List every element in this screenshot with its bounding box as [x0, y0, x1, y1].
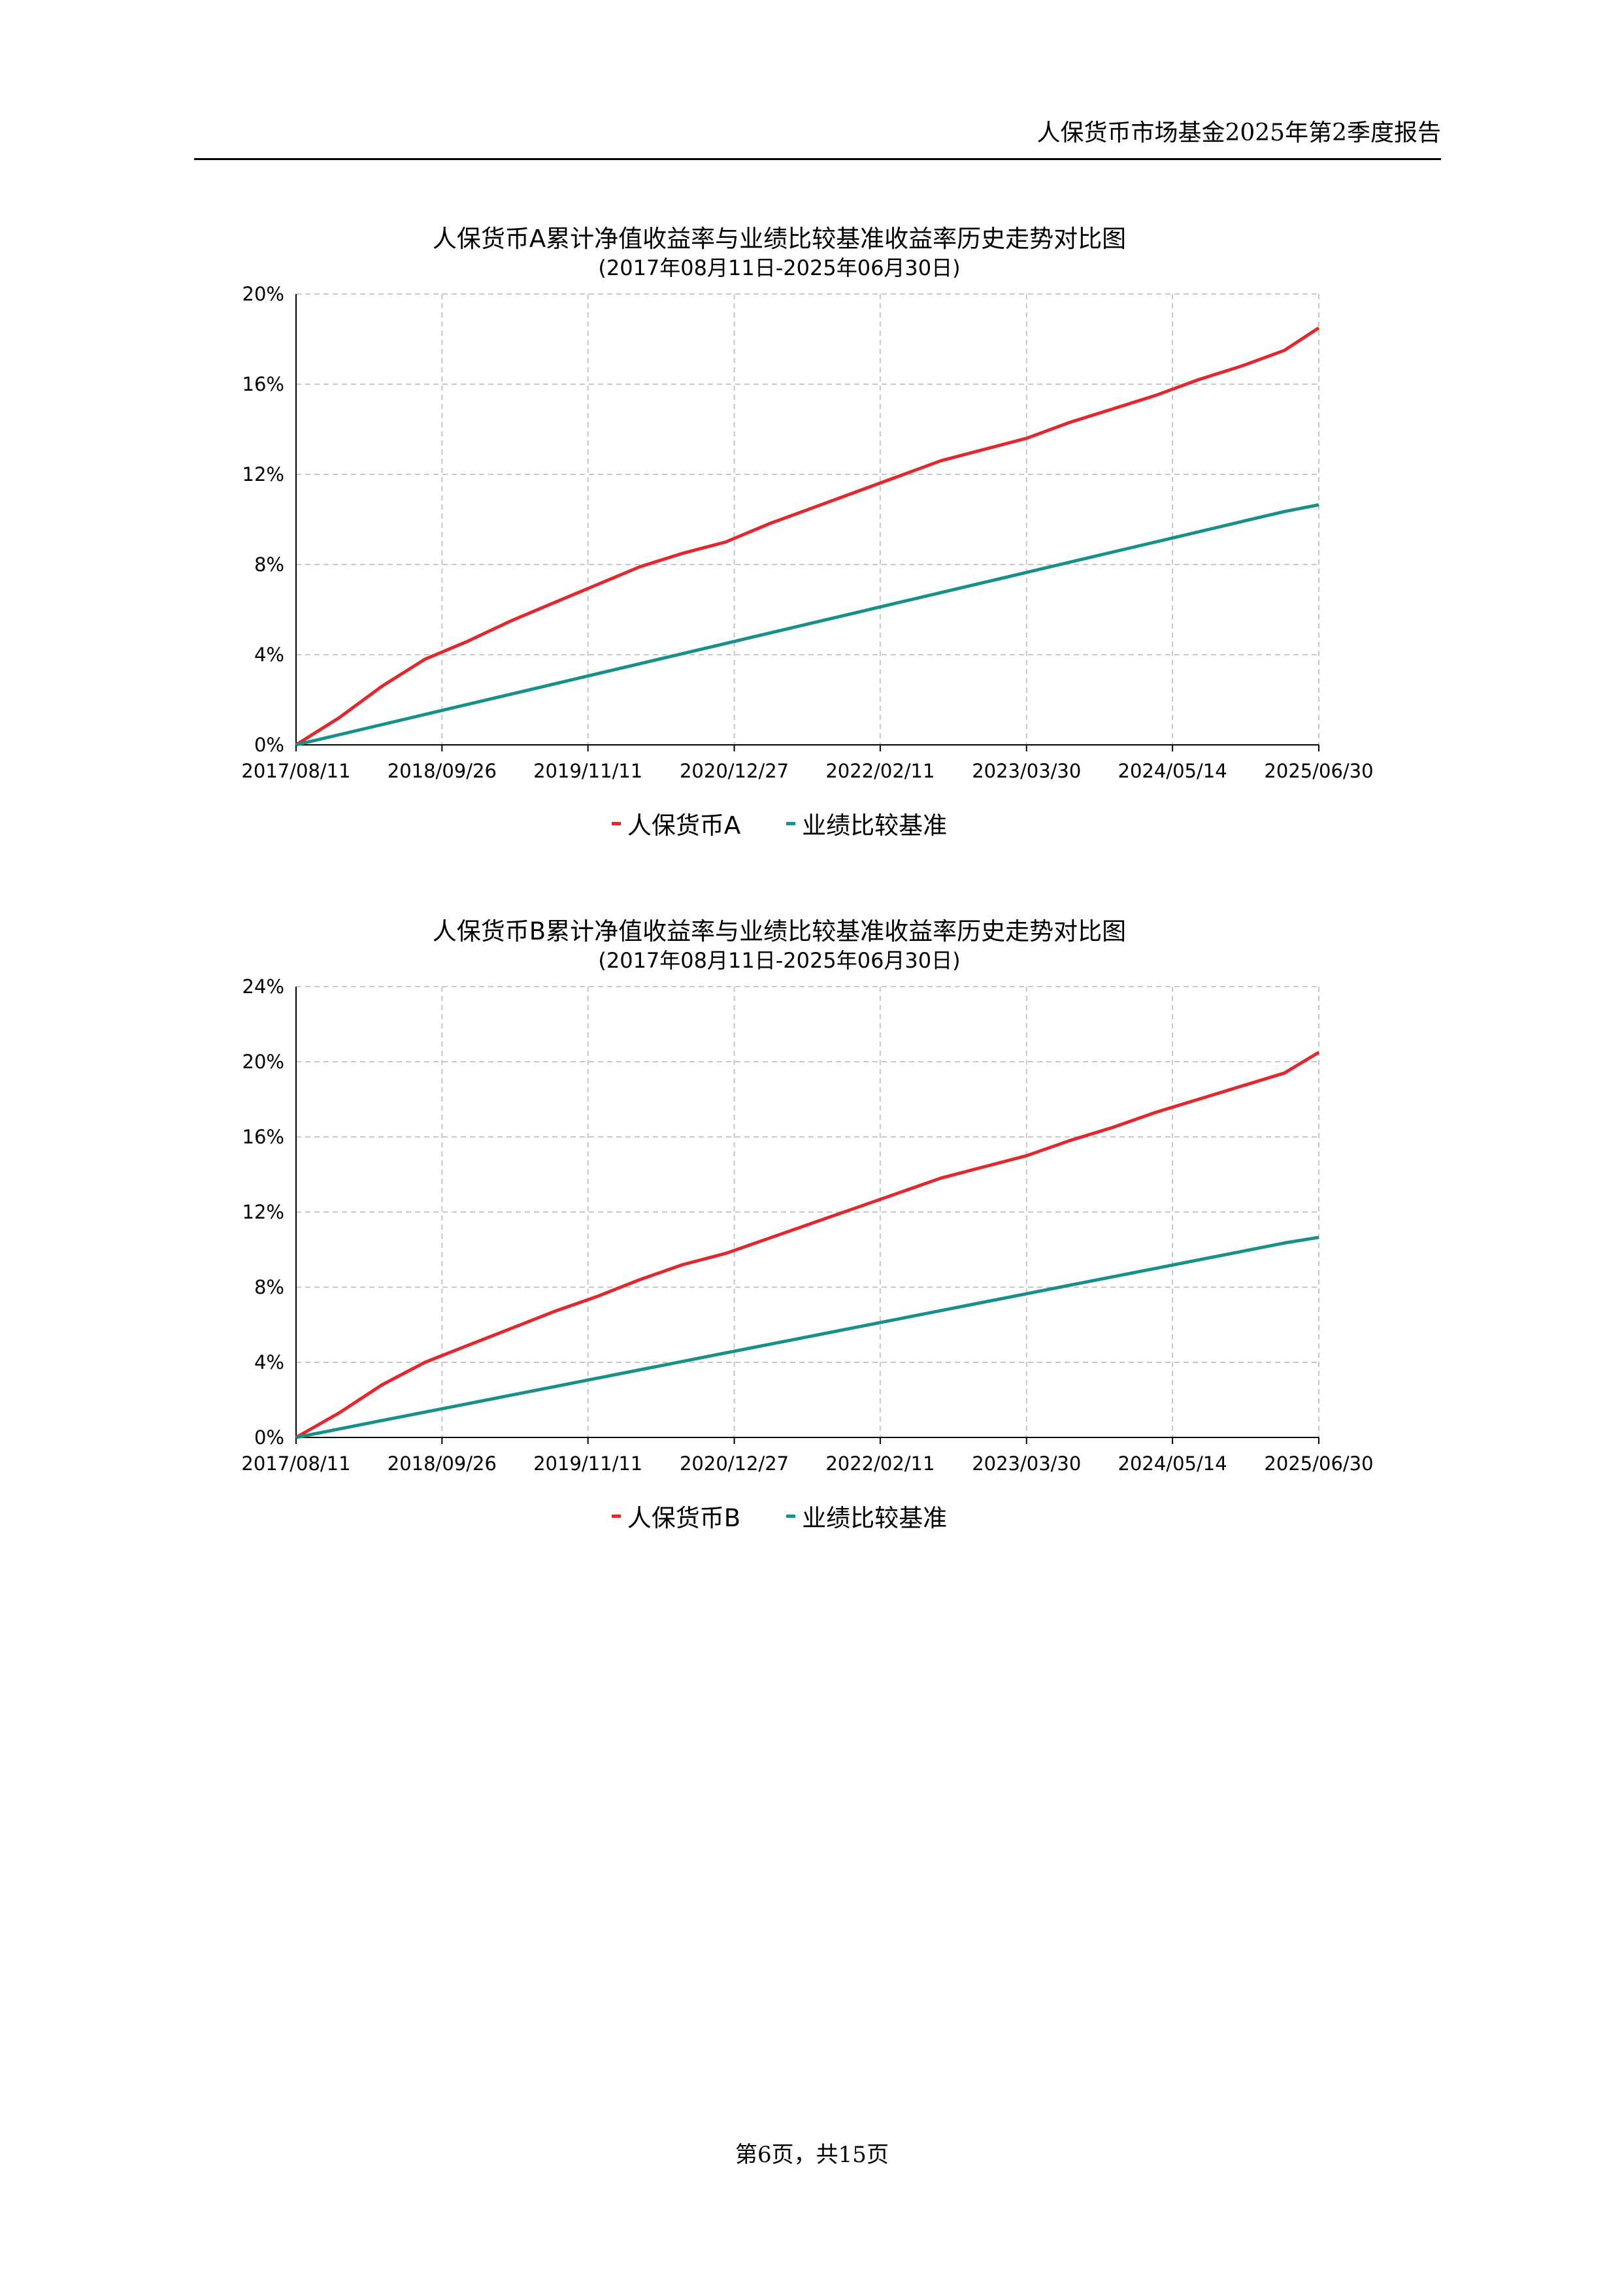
chart-a-plot: 0% 4% 8% 12% 16% 20% 2017/08/11 2018/09/26 2019/…: [241, 283, 1373, 782]
fund-return-line: [295, 326, 1320, 747]
legend-item-benchmark: 业绩比较基准: [786, 1498, 947, 1533]
y-tick-label: 24%: [242, 976, 284, 998]
chart-subtitle: (2017年08月11日-2025年06月30日): [598, 948, 961, 973]
x-tick-label: 2025/06/30: [1264, 760, 1373, 782]
x-tick-label: 2020/12/27: [680, 1452, 789, 1475]
chart-legend: 人保货币A 业绩比较基准: [222, 807, 1336, 840]
y-tick-label: 8%: [254, 1276, 284, 1298]
chart-a: 人保货币A累计净值收益率与业绩比较基准收益率历史走势对比图 (2017年08月1…: [222, 219, 1399, 859]
y-tick-label: 16%: [242, 373, 284, 395]
x-tick-label: 2024/05/14: [1118, 760, 1227, 782]
x-tick-label: 2023/03/30: [972, 1452, 1081, 1475]
y-tick-label: 12%: [242, 1201, 284, 1223]
chart-subtitle: (2017年08月11日-2025年06月30日): [598, 255, 961, 280]
legend-item-fund: 人保货币B: [611, 1498, 741, 1533]
x-tick-label: 2023/03/30: [972, 760, 1081, 782]
x-tick-label: 2017/08/11: [241, 1452, 350, 1475]
fund-return-line: [295, 1051, 1320, 1439]
legend-label-benchmark: 业绩比较基准: [802, 1504, 948, 1532]
x-tick-label: 2019/11/11: [533, 760, 642, 782]
x-tick-label: 2018/09/26: [388, 1452, 497, 1475]
legend-label-fund: 人保货币A: [627, 812, 741, 840]
x-tick-label: 2018/09/26: [388, 760, 497, 782]
chart-legend: 人保货币B 业绩比较基准: [222, 1500, 1336, 1532]
benchmark-return-line: [295, 503, 1319, 747]
legend-label-fund: 人保货币B: [627, 1504, 741, 1532]
y-tick-label: 20%: [242, 283, 284, 305]
chart-b-plot: 0% 4% 8% 12% 16% 20% 24% 2017/08/11 2018/09/26 20…: [241, 976, 1373, 1475]
chart-b: 人保货币B累计净值收益率与业绩比较基准收益率历史走势对比图 (2017年08月1…: [222, 911, 1399, 1552]
y-tick-label: 0%: [254, 1426, 284, 1449]
x-tick-label: 2024/05/14: [1118, 1452, 1227, 1475]
y-tick-label: 4%: [254, 644, 284, 666]
x-tick-label: 2022/02/11: [825, 760, 935, 782]
page-header: 人保货币市场基金2025年第2季度报告: [194, 111, 1441, 160]
chart-title: 人保货币A累计净值收益率与业绩比较基准收益率历史走势对比图: [432, 225, 1127, 253]
y-tick-label: 8%: [254, 553, 284, 576]
x-tick-label: 2020/12/27: [680, 760, 789, 782]
legend-item-benchmark: 业绩比较基准: [786, 806, 947, 841]
x-tick-label: 2017/08/11: [241, 760, 350, 782]
legend-label-benchmark: 业绩比较基准: [802, 812, 948, 840]
chart-title: 人保货币B累计净值收益率与业绩比较基准收益率历史走势对比图: [432, 917, 1127, 945]
y-tick-label: 20%: [242, 1051, 284, 1073]
legend-swatch-fund: [611, 1514, 621, 1518]
x-tick-label: 2025/06/30: [1264, 1452, 1373, 1475]
legend-swatch-fund: [611, 821, 621, 825]
legend-item-fund: 人保货币A: [611, 806, 741, 841]
page-number: 第6页，共15页: [735, 2142, 889, 2168]
legend-swatch-benchmark: [786, 1514, 796, 1518]
y-tick-label: 4%: [254, 1351, 284, 1373]
y-tick-label: 0%: [254, 734, 284, 756]
x-tick-label: 2022/02/11: [825, 1452, 935, 1475]
legend-swatch-benchmark: [786, 821, 796, 825]
y-tick-label: 16%: [242, 1126, 284, 1148]
x-tick-label: 2019/11/11: [533, 1452, 642, 1475]
y-tick-label: 12%: [242, 463, 284, 485]
report-title: 人保货币市场基金2025年第2季度报告: [1036, 120, 1441, 146]
benchmark-return-line: [295, 1236, 1319, 1439]
